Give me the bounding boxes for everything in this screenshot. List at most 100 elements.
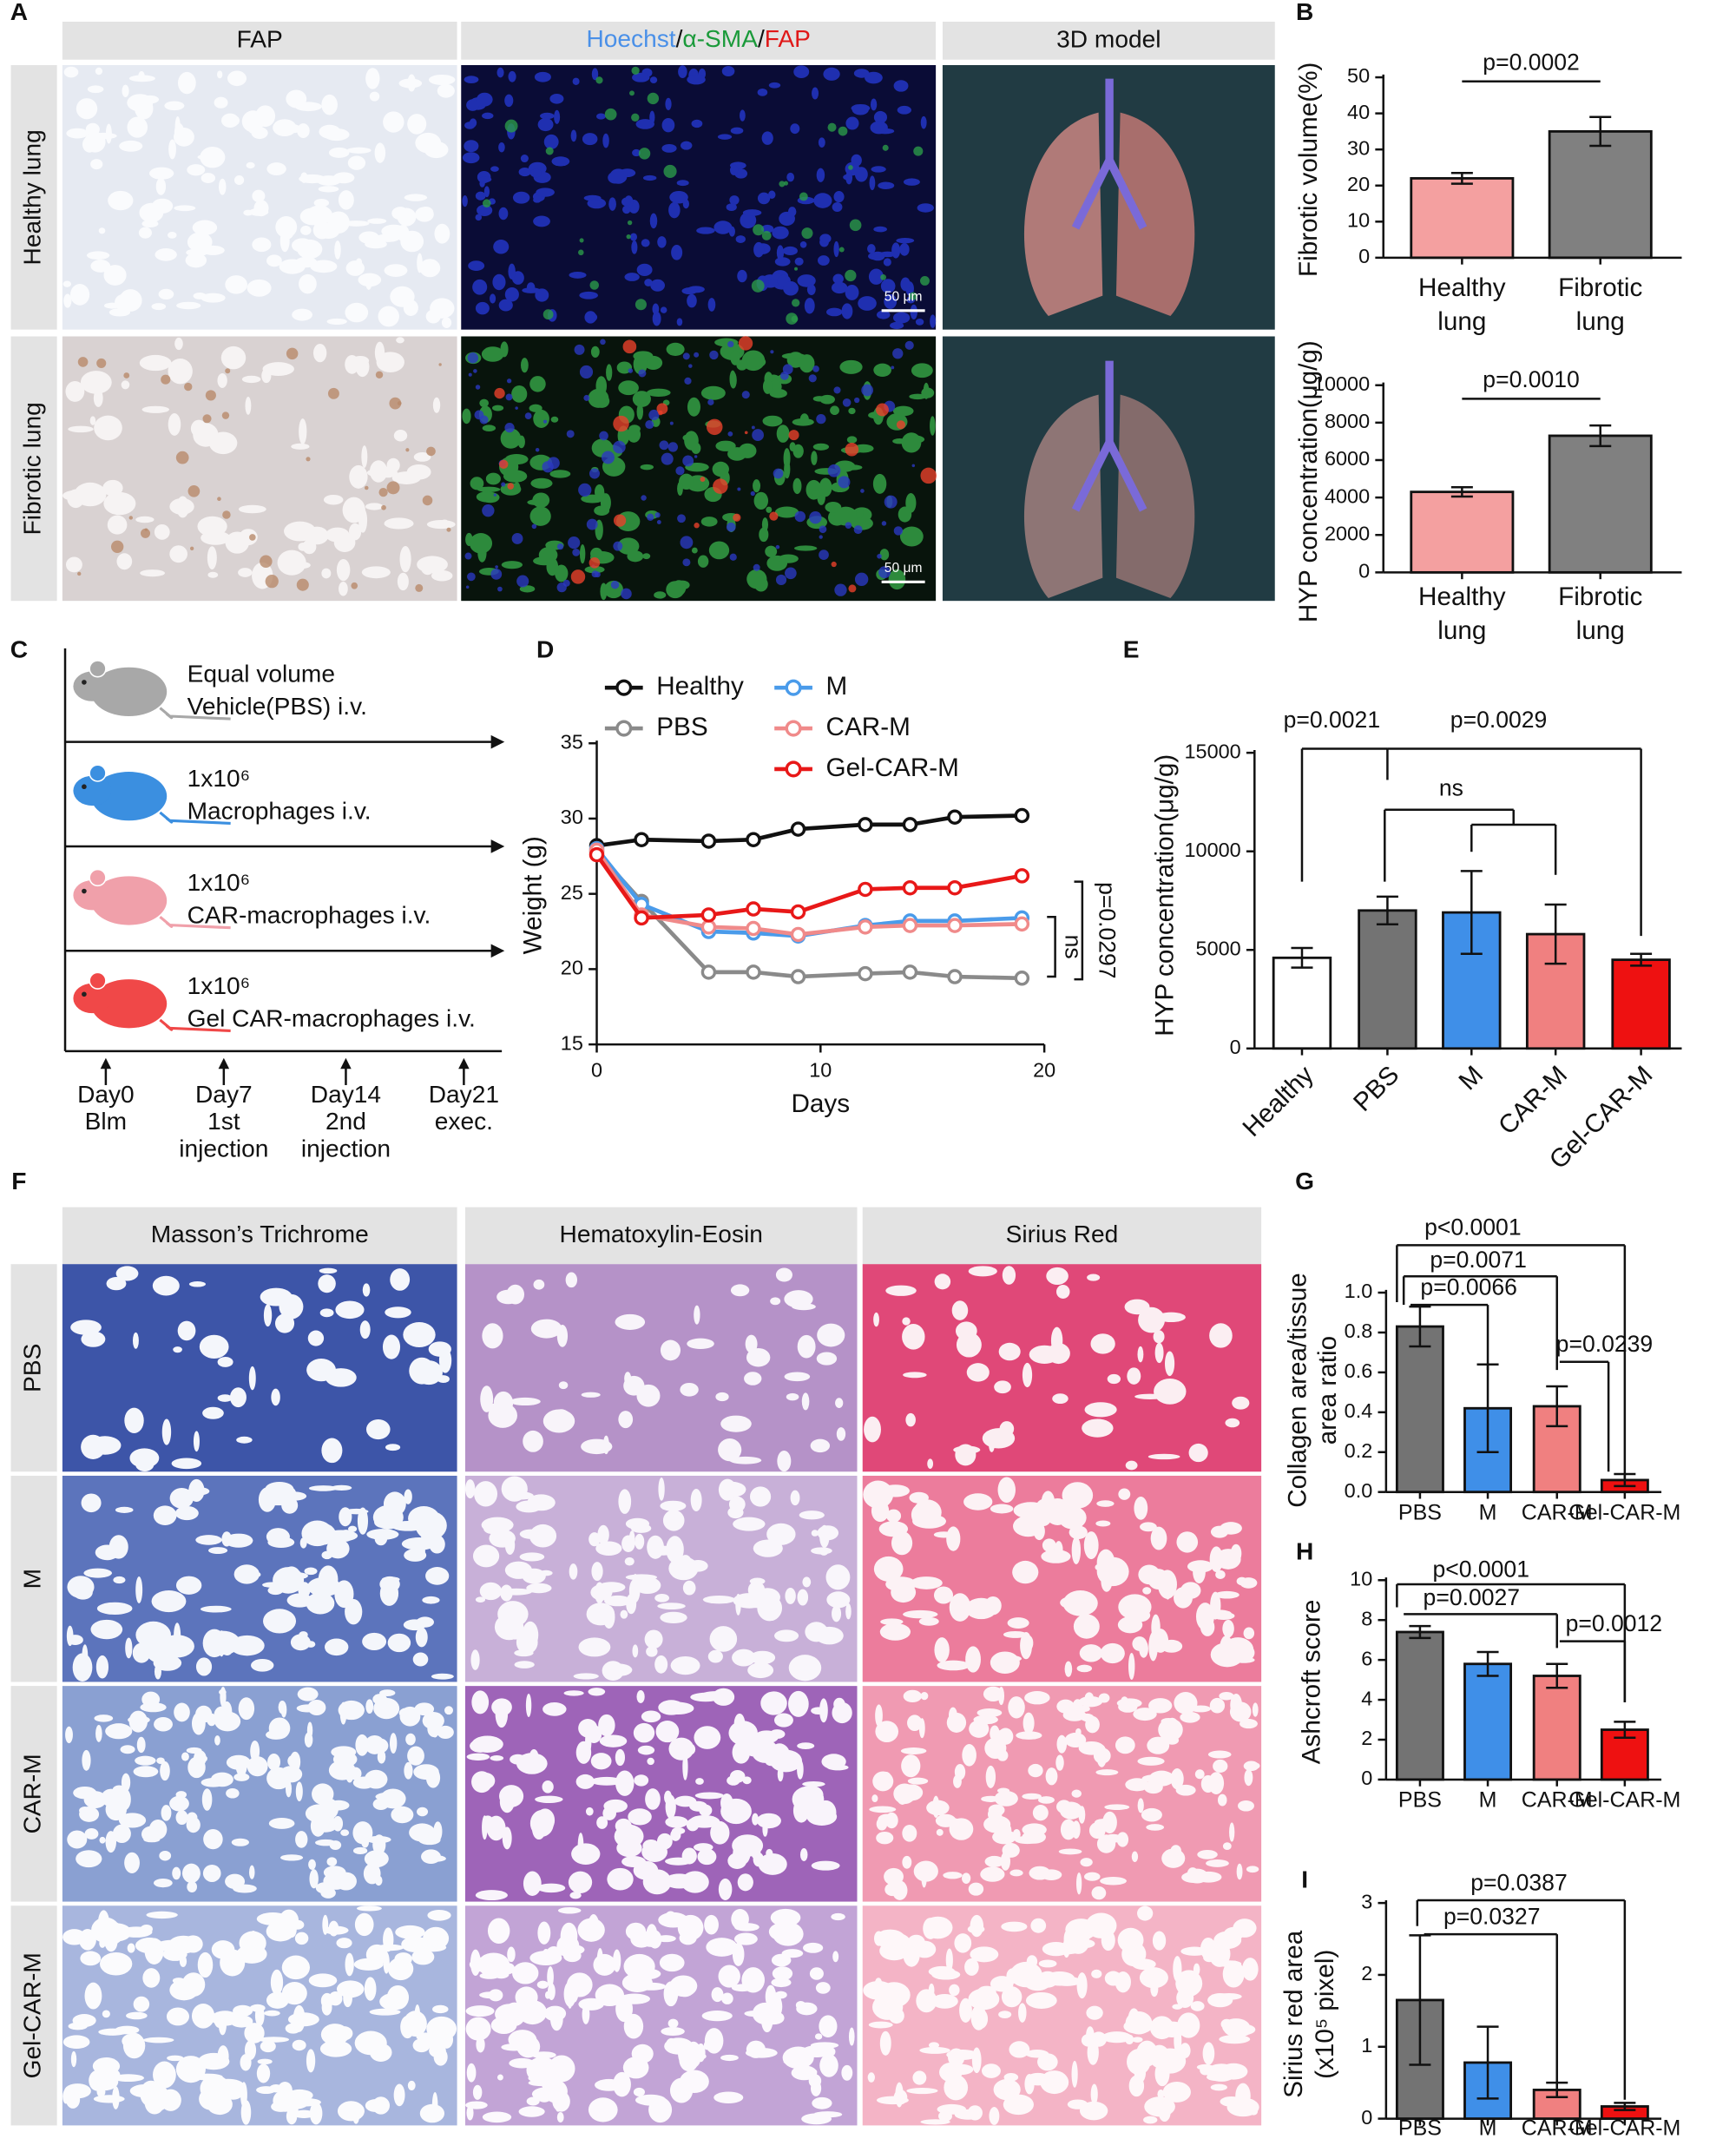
tissue-texture: [320, 1992, 333, 2009]
tissue-texture: [174, 205, 196, 212]
tissue-texture: [641, 239, 650, 247]
tissue-texture: [1137, 1798, 1144, 1813]
tissue-texture: [935, 1813, 957, 1827]
tissue-texture: [465, 2005, 495, 2017]
tissue-texture: [873, 226, 887, 233]
tissue-texture: [416, 1542, 425, 1561]
tissue-texture: [386, 1984, 410, 2010]
row-header: [10, 1686, 57, 1902]
tissue-texture: [470, 1949, 481, 1977]
tissue-texture: [815, 1626, 844, 1645]
tissue-texture: [776, 245, 785, 261]
tissue-texture: [505, 393, 513, 401]
tissue-texture: [1172, 2004, 1183, 2010]
tissue-texture: [509, 2057, 536, 2069]
tissue-texture: [107, 515, 128, 535]
tissue-texture: [1233, 1919, 1257, 1938]
tissue-texture: [266, 1729, 286, 1740]
tissue-texture: [713, 220, 733, 234]
tissue-texture: [1220, 1522, 1242, 1535]
tissue-texture: [696, 227, 715, 234]
tissue-texture: [968, 1882, 984, 1896]
tissue-texture: [1095, 1769, 1119, 1776]
tissue-texture: [920, 467, 937, 484]
tissue-texture: [870, 121, 888, 135]
tissue-texture: [568, 536, 581, 550]
x-tick-label: PBS: [1398, 1788, 1442, 1813]
tissue-texture: [229, 1387, 247, 1408]
tissue-texture: [501, 1531, 507, 1545]
tissue-texture: [1217, 1793, 1227, 1807]
tissue-texture: [490, 1588, 497, 1596]
mouse-body: [90, 876, 168, 925]
tissue-texture: [90, 159, 103, 170]
tissue-texture: [774, 257, 791, 267]
tissue-texture: [819, 1698, 828, 1723]
tissue-texture: [1210, 2083, 1227, 2091]
tissue-texture: [878, 566, 891, 579]
y-axis-label: Ashcroft score: [1297, 1600, 1325, 1765]
tissue-texture: [419, 259, 441, 278]
tissue-texture: [903, 1372, 927, 1379]
tissue-texture: [738, 336, 753, 351]
tissue-texture: [233, 174, 245, 186]
tissue-texture: [485, 472, 501, 485]
tissue-texture: [677, 1914, 704, 1941]
timeline-text: Day14: [311, 1081, 381, 1108]
tissue-texture: [352, 1846, 368, 1855]
tissue-texture: [1022, 1793, 1042, 1800]
tissue-texture: [233, 2004, 253, 2017]
tissue-texture: [345, 302, 369, 323]
point: [858, 965, 873, 982]
tissue-texture: [339, 582, 348, 596]
tissue-texture: [668, 1737, 694, 1761]
tissue-texture: [726, 203, 737, 212]
tissue-texture: [860, 489, 865, 493]
tissue-texture: [1009, 1961, 1042, 1988]
tissue-texture: [515, 406, 518, 410]
tissue-texture: [293, 562, 311, 569]
tissue-texture: [757, 88, 768, 96]
tissue-texture: [1037, 1796, 1055, 1804]
tissue-texture: [375, 1944, 404, 1951]
tissue-texture: [1124, 1299, 1150, 1315]
tissue-texture: [563, 1981, 576, 2007]
tissue-texture: [383, 111, 404, 133]
tissue-texture: [421, 1849, 441, 1865]
tissue-texture: [949, 2063, 974, 2076]
tissue-texture: [732, 1649, 756, 1667]
tissue-texture: [245, 396, 252, 415]
tissue-texture: [629, 233, 638, 241]
tissue-texture: [633, 1722, 655, 1743]
tissue-texture: [90, 132, 117, 140]
tissue-texture: [296, 1704, 319, 1713]
tissue-texture: [369, 2008, 401, 2016]
bar: [1463, 1662, 1513, 1781]
tissue-texture: [66, 128, 89, 139]
tissue-texture: [1045, 1767, 1058, 1786]
mouse-head: [73, 983, 112, 1014]
error-bar: [1450, 171, 1473, 185]
tissue-texture: [918, 1718, 925, 1739]
tissue-texture: [466, 2063, 477, 2083]
tissue-texture: [968, 1266, 997, 1277]
tissue-texture: [810, 1438, 831, 1453]
tissue-texture: [174, 128, 194, 147]
tissue-texture: [125, 1637, 133, 1659]
tissue-texture: [585, 1807, 594, 1816]
tissue-texture: [185, 253, 207, 268]
tissue-texture: [595, 113, 606, 120]
tissue-texture: [615, 1770, 635, 1796]
tissue-texture: [638, 148, 651, 160]
tissue-texture: [931, 1969, 961, 1980]
y-tick-label: 30: [561, 806, 583, 828]
tissue-texture: [542, 461, 554, 473]
tissue-texture: [90, 260, 111, 273]
tissue-texture: [929, 2042, 939, 2049]
tissue-texture: [102, 479, 123, 497]
tissue-texture: [374, 341, 385, 365]
tissue-texture: [87, 85, 104, 94]
tissue-texture: [568, 1871, 593, 1893]
tissue-texture: [415, 1627, 428, 1648]
stain-name: /: [758, 25, 765, 52]
